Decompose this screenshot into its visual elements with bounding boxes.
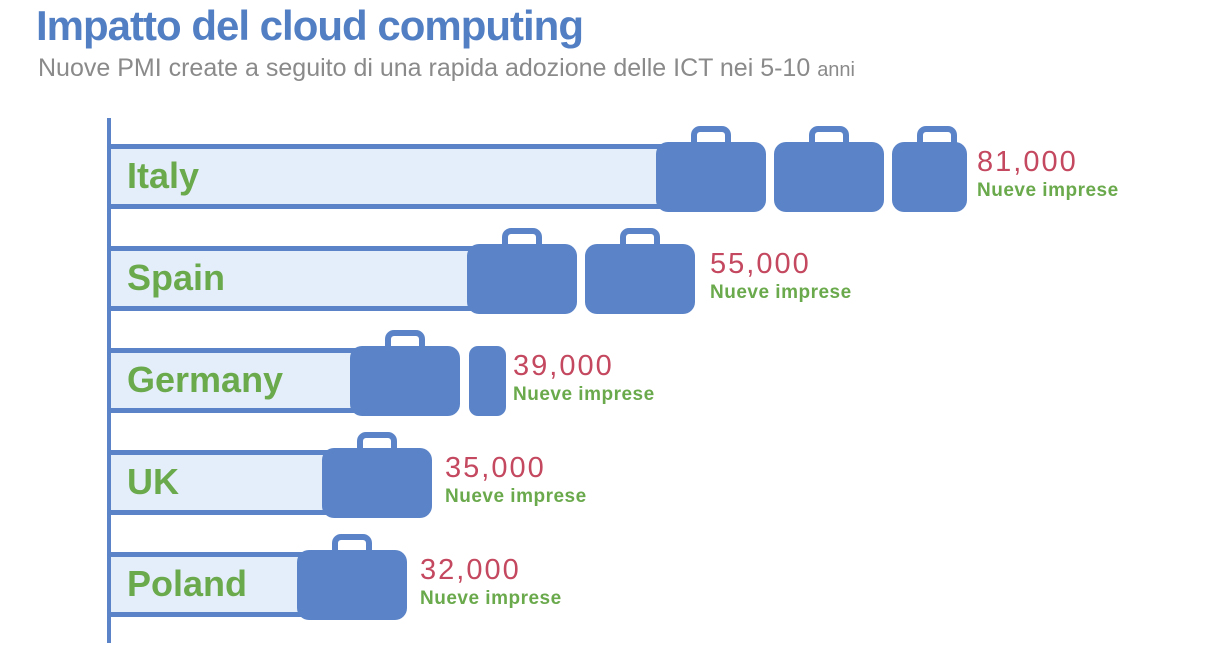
briefcase-body (350, 346, 460, 416)
briefcase-icon (297, 534, 407, 620)
country-label: Italy (127, 155, 200, 196)
value-block: 32,000 Nueve imprese (420, 554, 562, 610)
value-label: 55,000 (710, 248, 811, 280)
unit-label: Nueve imprese (513, 384, 655, 405)
briefcase-icon (467, 228, 577, 314)
subtitle-main: Nuove PMI create a seguito di una rapida… (38, 54, 818, 82)
unit-label: Nueve imprese (710, 282, 852, 303)
briefcase-body (297, 550, 407, 620)
unit-label: Nueve imprese (977, 180, 1119, 201)
country-label: UK (127, 461, 179, 502)
unit-label: Nueve imprese (420, 588, 562, 609)
briefcase-partial-icon (469, 346, 506, 416)
briefcase-icon (656, 126, 766, 212)
country-label: Poland (127, 563, 248, 604)
value-block: 81,000 Nueve imprese (977, 146, 1119, 202)
briefcase-icon (774, 126, 884, 212)
value-label: 39,000 (513, 350, 614, 382)
bar-poland: Poland (111, 552, 319, 617)
bar-germany: Germany (111, 348, 372, 413)
bar-spain: Spain (111, 246, 489, 311)
briefcase-icon (892, 126, 967, 212)
briefcase-icon (322, 432, 432, 518)
y-axis-line (107, 118, 111, 643)
briefcase-body (774, 142, 884, 212)
value-block: 39,000 Nueve imprese (513, 350, 655, 406)
value-block: 55,000 Nueve imprese (710, 248, 852, 304)
country-label: Spain (127, 257, 226, 298)
briefcase-icon (585, 228, 695, 314)
briefcase-body (656, 142, 766, 212)
unit-label: Nueve imprese (445, 486, 587, 507)
page-title: Impatto del cloud computing (36, 2, 584, 49)
briefcase-body (322, 448, 432, 518)
briefcase-body (467, 244, 577, 314)
value-label: 32,000 (420, 554, 521, 586)
value-block: 35,000 Nueve imprese (445, 452, 587, 508)
bar-italy: Italy (111, 144, 679, 209)
value-label: 35,000 (445, 452, 546, 484)
briefcase-body (585, 244, 695, 314)
briefcase-body (892, 142, 967, 212)
briefcase-icon (350, 330, 460, 416)
chart-subtitle: Nuove PMI create a seguito di una rapida… (38, 54, 855, 83)
country-label: Germany (127, 359, 284, 400)
subtitle-small: anni (817, 59, 855, 81)
value-label: 81,000 (977, 146, 1078, 178)
bar-uk: UK (111, 450, 344, 515)
